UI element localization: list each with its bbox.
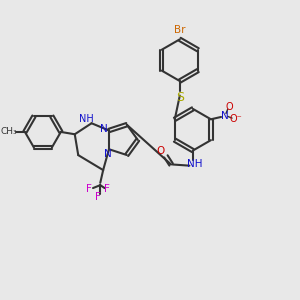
Text: O⁻: O⁻ bbox=[230, 114, 242, 124]
Text: F: F bbox=[104, 184, 110, 194]
Text: F: F bbox=[95, 192, 101, 202]
Text: Br: Br bbox=[174, 25, 186, 35]
Text: NH: NH bbox=[79, 114, 94, 124]
Text: N: N bbox=[103, 148, 111, 159]
Text: N: N bbox=[100, 124, 108, 134]
Text: N: N bbox=[221, 110, 229, 121]
Text: O: O bbox=[225, 102, 233, 112]
Text: O: O bbox=[157, 146, 165, 156]
Text: CH₃: CH₃ bbox=[1, 128, 17, 136]
Text: NH: NH bbox=[188, 160, 203, 170]
Text: S: S bbox=[176, 91, 184, 104]
Text: F: F bbox=[86, 184, 92, 194]
